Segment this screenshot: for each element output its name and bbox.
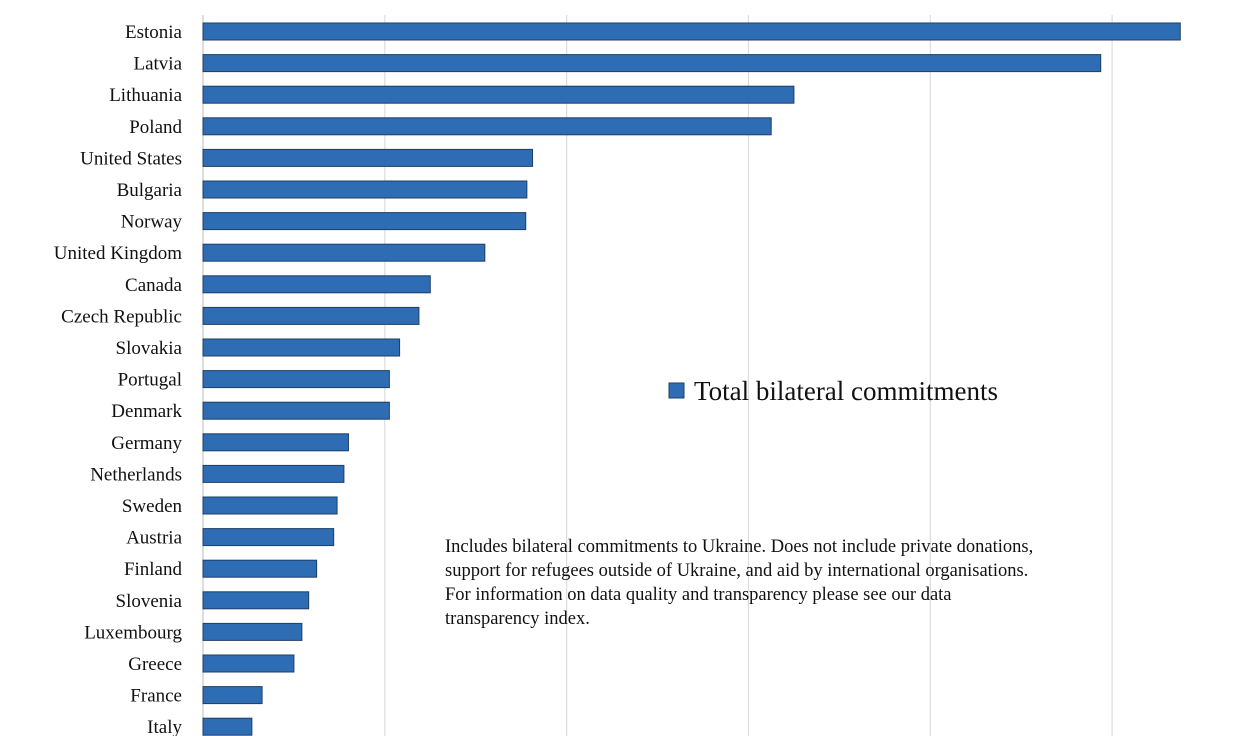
footnote-line: transparency index. <box>445 609 590 629</box>
bar <box>202 433 349 452</box>
category-label: Luxembourg <box>84 622 182 643</box>
category-label: Czech Republic <box>61 306 182 327</box>
bar <box>202 22 1181 41</box>
bar <box>202 370 390 389</box>
category-label: Latvia <box>133 54 182 75</box>
bar <box>202 717 253 736</box>
category-label: Slovenia <box>116 591 183 612</box>
category-label: Austria <box>126 528 183 549</box>
legend-label: Total bilateral commitments <box>694 376 998 406</box>
bar <box>202 306 420 325</box>
bar <box>202 275 431 294</box>
footnote-line: For information on data quality and tran… <box>445 585 952 605</box>
bar <box>202 686 263 705</box>
category-label: Netherlands <box>90 464 182 485</box>
legend: Total bilateral commitments <box>668 376 998 406</box>
category-label: Bulgaria <box>117 180 183 201</box>
category-labels: Estonia Latvia Lithuania Poland United State… <box>54 22 183 736</box>
bar <box>202 591 310 610</box>
bars <box>202 22 1181 736</box>
bar <box>202 654 295 673</box>
category-label: Sweden <box>122 496 183 517</box>
bar <box>202 117 772 136</box>
bar <box>202 243 486 262</box>
bar <box>202 54 1102 73</box>
bar <box>202 622 303 641</box>
bar <box>202 401 390 420</box>
bar <box>202 528 335 547</box>
category-label: Poland <box>129 117 182 138</box>
category-label: Lithuania <box>109 85 182 106</box>
category-label: United Kingdom <box>54 243 182 264</box>
category-label: Denmark <box>111 401 182 422</box>
legend-swatch <box>668 382 685 399</box>
category-label: Canada <box>125 275 183 296</box>
category-label: Germany <box>111 433 182 454</box>
category-label: Slovakia <box>116 338 183 359</box>
bar <box>202 85 795 104</box>
category-label: United States <box>80 148 182 169</box>
bar <box>202 559 318 578</box>
category-label: Estonia <box>125 22 183 43</box>
category-label: Italy <box>147 717 182 736</box>
footnote-line: support for refugees outside of Ukraine,… <box>445 561 1029 581</box>
footnote: Includes bilateral commitments to Ukrain… <box>445 535 1240 631</box>
bar <box>202 212 527 231</box>
bar <box>202 180 528 199</box>
category-label: Portugal <box>118 370 182 391</box>
bar <box>202 338 401 357</box>
bar <box>202 148 534 167</box>
bar <box>202 464 345 483</box>
category-label: Norway <box>121 212 183 233</box>
footnote-line: Includes bilateral commitments to Ukrain… <box>445 537 1034 557</box>
bar <box>202 496 338 515</box>
category-label: Greece <box>128 654 182 675</box>
category-label: Finland <box>124 559 183 580</box>
category-label: France <box>130 686 182 707</box>
